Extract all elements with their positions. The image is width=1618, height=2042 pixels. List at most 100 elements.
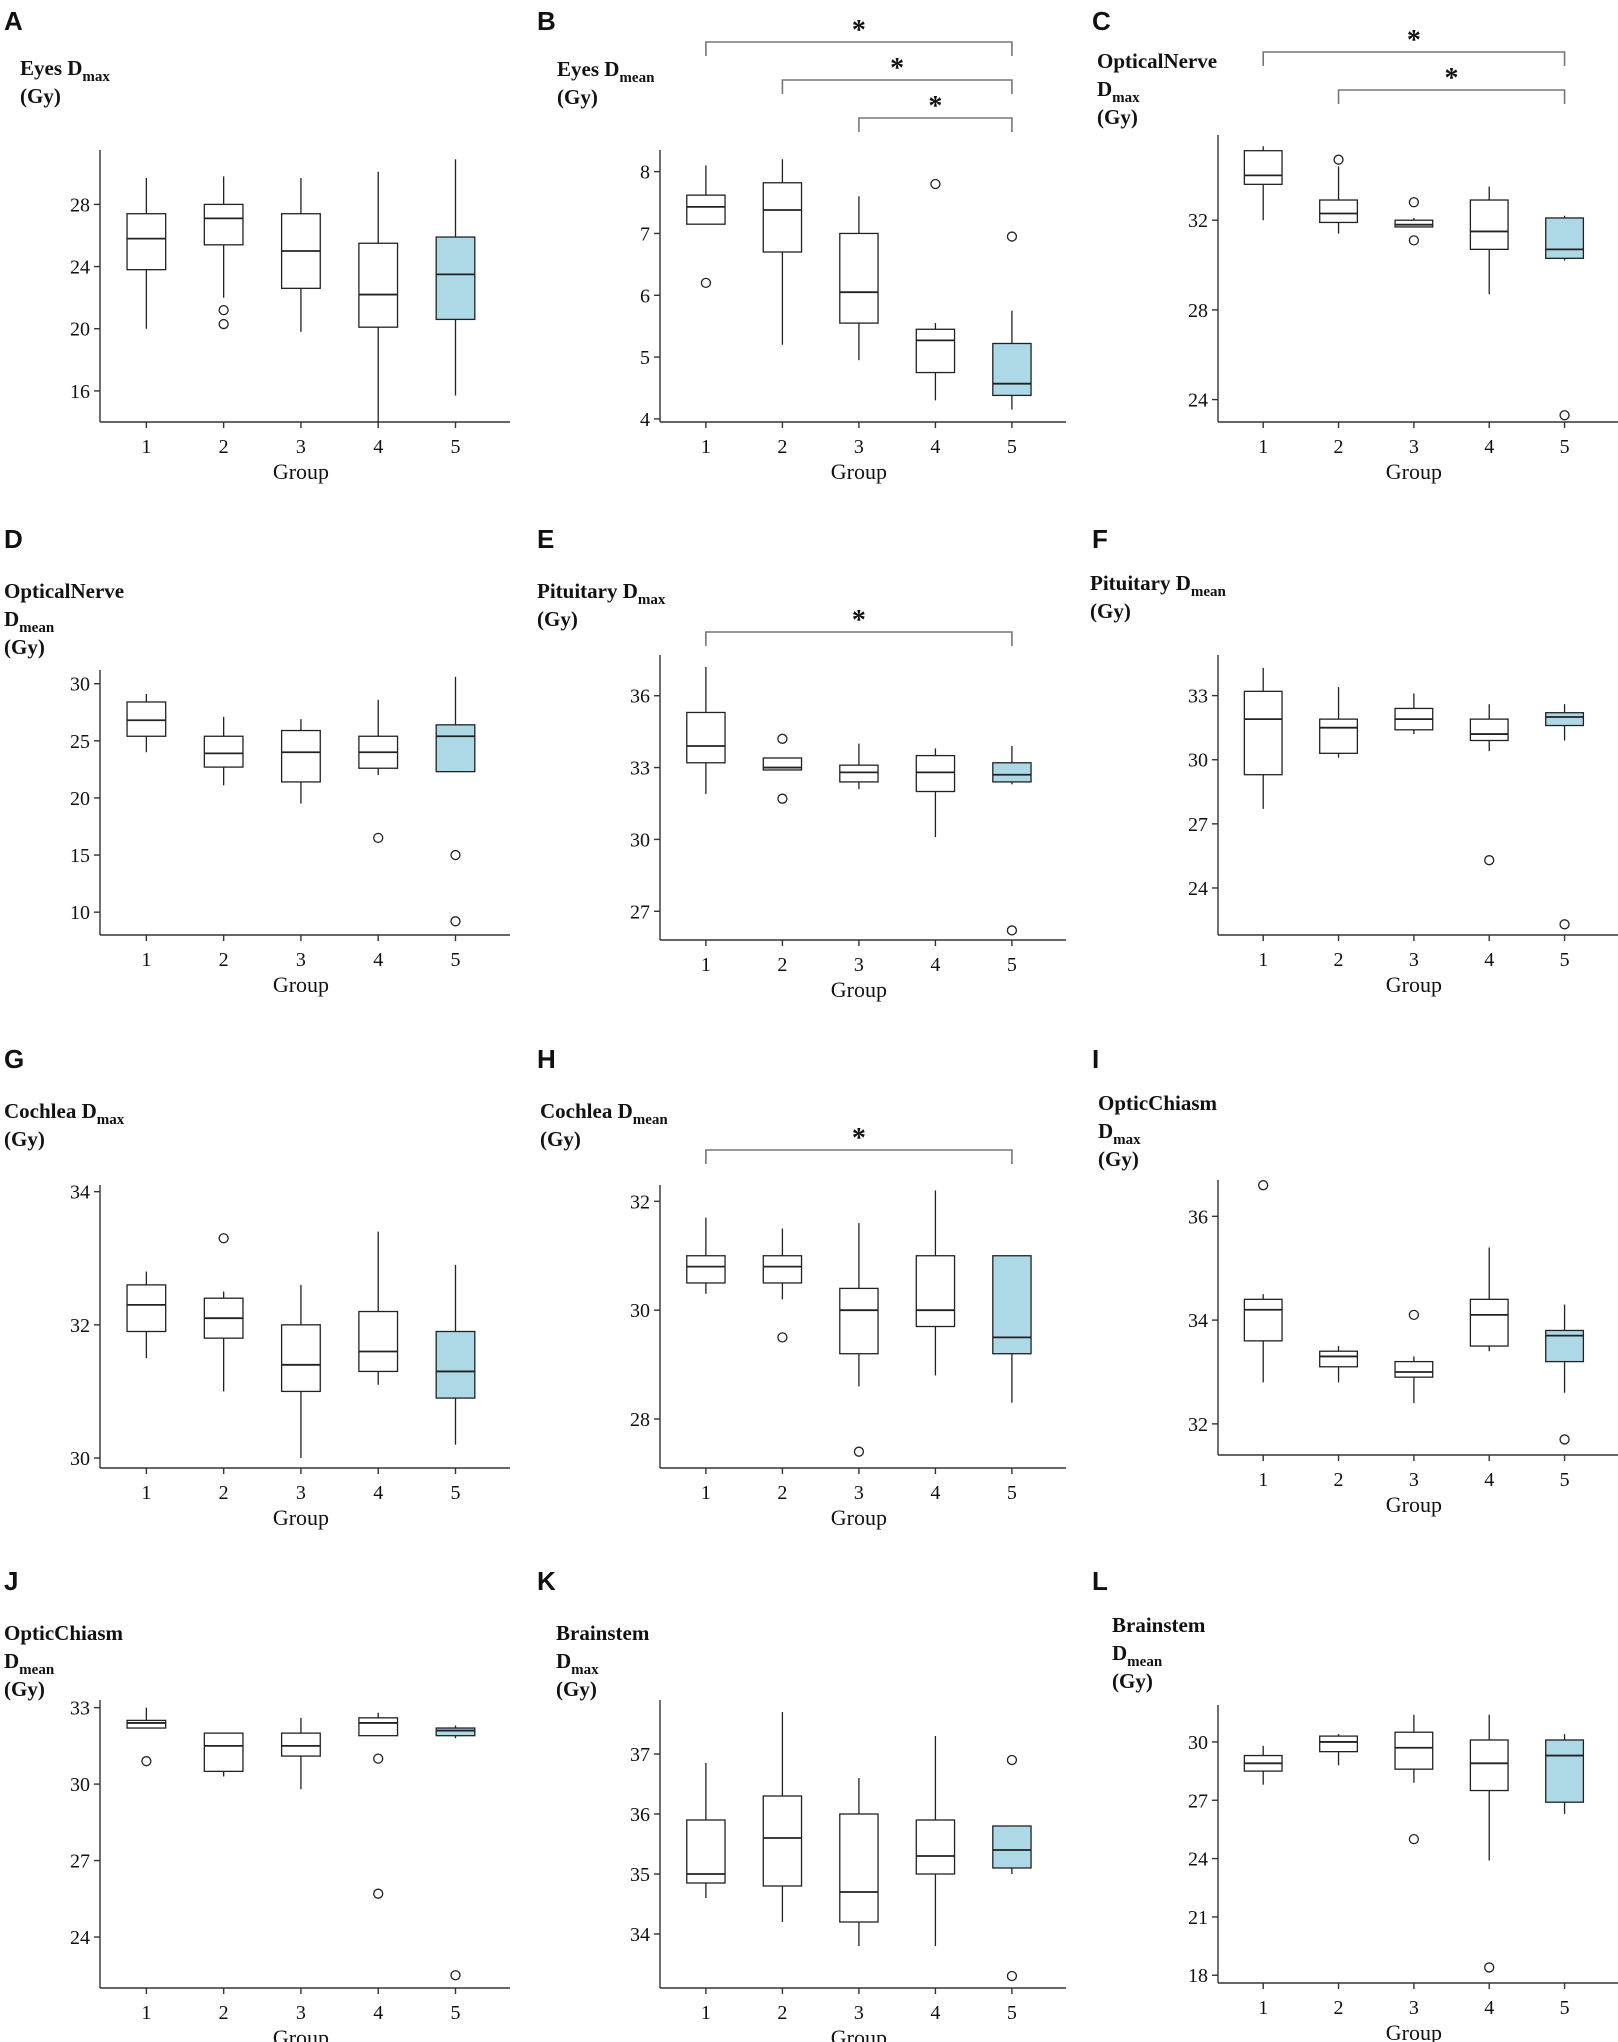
iqr-box [435, 1330, 476, 1399]
y-axis-title: Cochlea Dmean [540, 1099, 668, 1128]
significance-star: * [1407, 25, 1421, 56]
outlier-point [450, 916, 461, 927]
y-axis-title: Eyes Dmean [557, 57, 655, 86]
x-tick-label: 4 [930, 436, 940, 458]
box-group-4 [358, 1231, 399, 1385]
box-group-3 [839, 196, 879, 361]
y-tick-label: 28 [70, 194, 90, 216]
y-axis-title: Pituitary Dmean [1090, 571, 1227, 600]
significance-bracket [705, 41, 1013, 56]
x-axis-title: Group [1386, 2020, 1442, 2042]
x-tick-label: 3 [296, 2002, 306, 2024]
outlier-point [930, 178, 941, 190]
significance-bracket [1337, 89, 1566, 104]
y-tick-label: 16 [70, 381, 90, 403]
iqr-box [762, 1255, 803, 1284]
outlier-point [1559, 1434, 1570, 1445]
panel-h: H Cochlea Dmean(Gy) 28 30 32 1 2 3 4 5 Group * [537, 1044, 1066, 1530]
box-group-1 [1243, 1745, 1283, 1785]
y-tick-label: 30 [630, 829, 650, 851]
outlier-point [1559, 919, 1570, 930]
panel-letter: B [537, 6, 556, 36]
y-axis-title: Brainstem [556, 1621, 650, 1645]
outlier-point [1333, 154, 1344, 165]
y-tick-label: 36 [630, 686, 650, 708]
x-tick-label: 1 [1258, 436, 1268, 458]
y-tick-label: 33 [1188, 686, 1208, 708]
y-axis-title: (Gy) [4, 1677, 45, 1701]
box-group-2 [1319, 1346, 1359, 1383]
box-group-4 [1469, 704, 1509, 866]
x-tick-label: 4 [930, 954, 940, 976]
y-tick-label: 35 [630, 1864, 650, 1886]
x-tick-label: 2 [777, 436, 787, 458]
panel-letter: G [4, 1044, 24, 1074]
iqr-box [992, 762, 1032, 783]
y-tick-label: 27 [1188, 814, 1208, 836]
y-tick-label: 27 [1188, 1790, 1208, 1812]
x-tick-label: 1 [141, 436, 151, 458]
box-group-4 [915, 178, 956, 401]
iqr-box [915, 328, 956, 374]
box-group-1 [686, 666, 726, 794]
y-axis-title: (Gy) [1112, 1669, 1153, 1693]
panel-letter: J [4, 1566, 18, 1596]
outlier-point [1258, 1180, 1269, 1191]
box-group-1 [126, 1271, 167, 1359]
iqr-box [1545, 712, 1585, 727]
box-group-2 [762, 733, 803, 804]
x-tick-label: 1 [1258, 949, 1268, 971]
x-tick-label: 4 [930, 2002, 940, 2024]
y-tick-label: 30 [70, 1448, 90, 1470]
box-group-1 [126, 1707, 167, 1767]
y-tick-label: 32 [630, 1191, 650, 1213]
y-axis-title: OpticChiasm [4, 1621, 124, 1645]
x-tick-label: 5 [1560, 949, 1570, 971]
y-axis-title: (Gy) [540, 1127, 581, 1151]
y-tick-label: 28 [630, 1409, 650, 1431]
y-axis-title: (Gy) [1097, 105, 1138, 129]
x-tick-label: 5 [450, 436, 460, 458]
x-tick-label: 4 [1484, 1997, 1494, 2019]
x-tick-label: 4 [1484, 436, 1494, 458]
outlier-point [1006, 1970, 1018, 1982]
y-tick-label: 8 [640, 162, 650, 184]
box-group-4 [358, 1712, 399, 1899]
box-group-3 [1394, 693, 1434, 735]
iqr-box [1243, 690, 1283, 776]
y-tick-label: 33 [70, 1698, 90, 1720]
y-tick-label: 30 [70, 674, 90, 696]
iqr-box [915, 1255, 956, 1328]
box-group-1 [1243, 1180, 1283, 1383]
x-axis-title: Group [273, 459, 329, 484]
y-tick-label: 33 [630, 758, 650, 780]
y-axis-title: Dmean [1112, 1641, 1163, 1670]
box-group-2 [203, 1233, 244, 1392]
y-tick-label: 30 [70, 1774, 90, 1796]
y-tick-label: 30 [630, 1300, 650, 1322]
box-group-5 [435, 1264, 476, 1445]
iqr-box [435, 724, 476, 773]
x-tick-label: 2 [219, 949, 229, 971]
y-tick-label: 24 [1188, 878, 1208, 900]
x-tick-label: 5 [450, 949, 460, 971]
box-group-2 [1319, 687, 1359, 758]
outlier-point [218, 318, 229, 330]
y-tick-label: 21 [1188, 1907, 1208, 1929]
x-tick-label: 3 [1409, 949, 1419, 971]
x-tick-label: 4 [373, 436, 383, 458]
iqr-box [839, 764, 879, 783]
outlier-point [777, 733, 788, 744]
iqr-box [992, 1825, 1032, 1869]
x-tick-label: 1 [141, 949, 151, 971]
box-group-3 [839, 1778, 879, 1946]
x-tick-label: 4 [373, 2002, 383, 2024]
y-axis-title: OpticalNerve [1097, 49, 1217, 73]
y-tick-label: 18 [1188, 1965, 1208, 1987]
iqr-box [126, 1284, 167, 1333]
box-group-5 [435, 676, 476, 927]
panel-a: A Eyes Dmax(Gy) 16 20 24 28 1 2 3 4 5 Group [4, 6, 510, 484]
y-axis-title: (Gy) [4, 1127, 45, 1151]
